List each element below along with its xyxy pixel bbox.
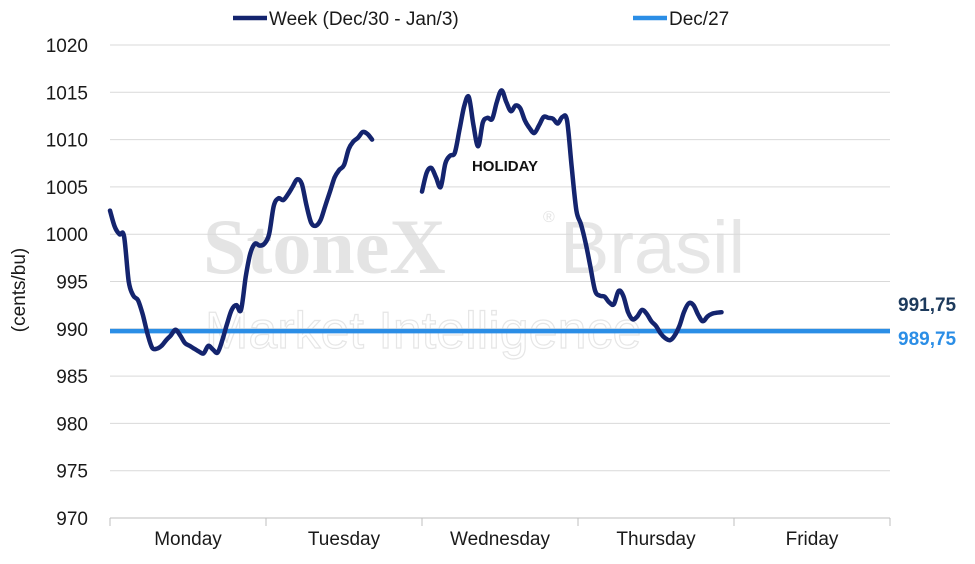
end-label-week: 991,75 [898,295,957,316]
x-tick-label: Wednesday [450,529,550,550]
gridlines [110,44,890,472]
end-label-dec27: 989,75 [898,329,957,350]
holiday-annotation: HOLIDAY [472,158,538,175]
series-line-week [107,129,375,356]
series-lines [107,88,890,356]
watermark-registered: ® [543,209,555,226]
x-tick-label: Friday [786,529,839,550]
y-tick-label: 970 [56,509,88,530]
end-labels: 991,75 989,75 [898,295,957,350]
y-tick-label: 1020 [46,36,88,57]
x-tick-label: Monday [154,529,222,550]
legend: Week (Dec/30 - Jan/3) Dec/27 [233,9,729,30]
y-tick-label: 1010 [46,131,88,152]
x-tick-label: Thursday [616,529,696,550]
y-tick-label: 990 [56,320,88,341]
watermark-brand: StoneX [203,203,446,290]
legend-label: Week (Dec/30 - Jan/3) [269,9,459,30]
y-axis-label: (cents/bu) [9,248,30,332]
x-axis: Monday Tuesday Wednesday Thursday Friday [109,517,891,550]
y-tick-label: 985 [56,367,88,388]
y-tick-label: 995 [56,273,88,294]
x-tick-label: Tuesday [308,529,381,550]
y-tick-label: 975 [56,462,88,483]
series-line-week [419,88,724,343]
y-tick-label: 980 [56,414,88,435]
legend-label: Dec/27 [669,9,729,30]
y-tick-label: 1000 [46,225,88,246]
y-tick-label: 1005 [46,178,88,199]
y-axis: 970 975 980 985 990 995 1000 1005 1010 1015 1020 [46,36,88,530]
y-tick-label: 1015 [46,83,88,104]
